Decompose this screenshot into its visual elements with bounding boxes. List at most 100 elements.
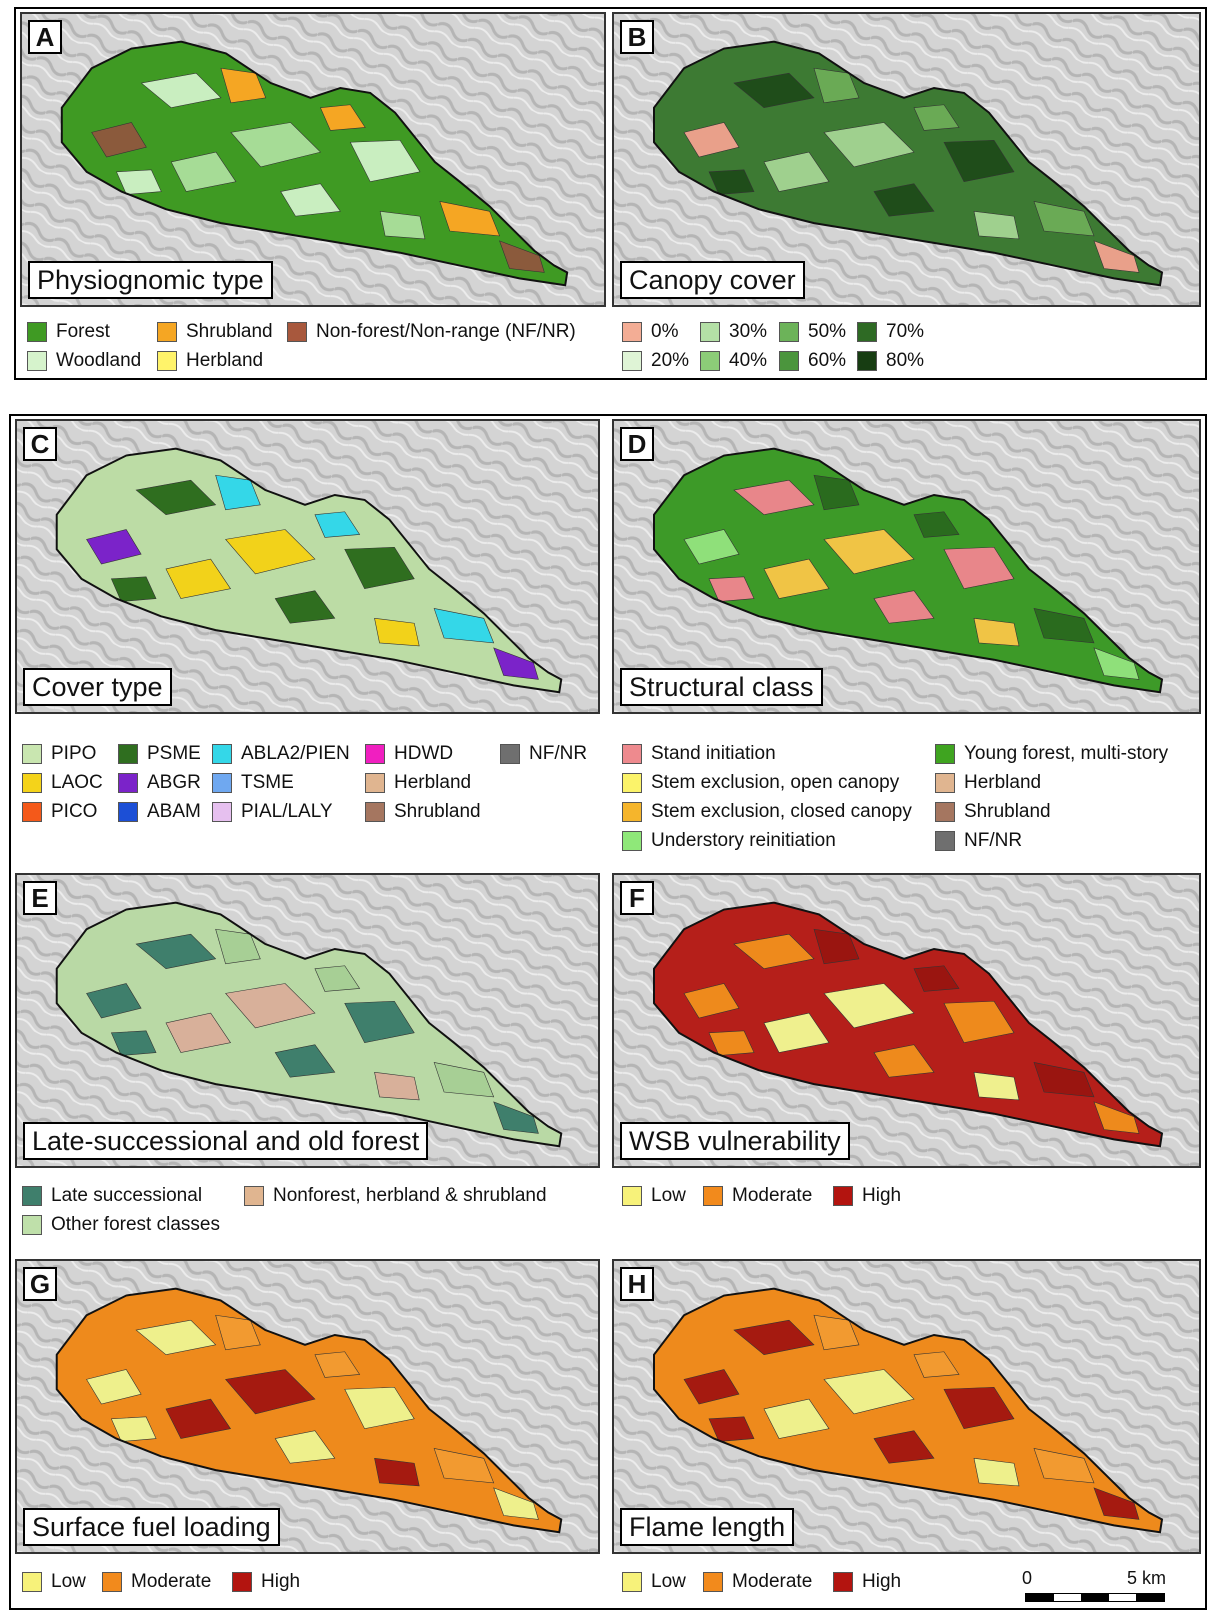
legend-item: ABAM <box>118 802 201 822</box>
legend-item: PSME <box>118 744 201 764</box>
map-panel: C Cover type <box>15 419 600 714</box>
legend-item: Understory reinitiation <box>622 831 836 851</box>
legend-canopy-cover: 0% 20% 30% 40% 50% 60% 70% 80% <box>622 322 952 377</box>
map-polygon <box>110 576 157 602</box>
legend-item: Young forest, multi-story <box>935 744 1168 764</box>
legend-swatch <box>22 1215 42 1235</box>
map-polygon <box>1093 1487 1140 1520</box>
legend-swatch <box>622 773 642 793</box>
map-polygon <box>170 151 237 192</box>
panel-title: Flame length <box>620 1508 795 1546</box>
legend-swatch <box>244 1186 264 1206</box>
map-polygon <box>813 474 860 511</box>
watershed-boundary <box>55 447 563 694</box>
map-polygon <box>1033 1448 1095 1484</box>
watershed-boundary <box>60 40 569 287</box>
map-polygon <box>733 479 815 516</box>
map-polygon <box>873 590 935 624</box>
panel-letter: D <box>620 427 654 461</box>
map-polygon <box>493 647 539 680</box>
map-polygon <box>344 1386 415 1430</box>
legend-swatch <box>935 744 955 764</box>
map-polygon <box>913 104 960 131</box>
legend-swatch <box>935 773 955 793</box>
map-panel: G Surface fuel loading <box>15 1259 600 1554</box>
scale-start-label: 0 <box>1022 1568 1033 1588</box>
legend-swatch <box>700 322 720 342</box>
legend-item: 0% <box>622 322 678 342</box>
legend-label: Moderate <box>732 1185 813 1206</box>
map-polygon <box>943 546 1015 590</box>
legend-item: Stem exclusion, open canopy <box>622 773 899 793</box>
panel-title: Cover type <box>23 668 172 706</box>
legend-surface-fuel-loading: Low Moderate High <box>22 1572 342 1598</box>
legend-swatch <box>857 322 877 342</box>
map-polygon <box>86 983 142 1019</box>
legend-swatch <box>703 1186 723 1206</box>
map-polygon <box>493 1487 539 1520</box>
legend-label: Shrubland <box>394 801 481 822</box>
map-polygon <box>708 1416 755 1442</box>
legend-item: 60% <box>779 351 846 371</box>
legend-item: HDWD <box>365 744 453 764</box>
legend-item: Woodland <box>27 351 141 371</box>
panel-letter: E <box>23 881 57 915</box>
legend-swatch <box>102 1572 122 1592</box>
legend-swatch <box>779 351 799 371</box>
map-polygon <box>116 169 162 195</box>
watershed-boundary <box>653 40 1164 287</box>
legend-swatch <box>232 1572 252 1592</box>
legend-item: ABGR <box>118 773 201 793</box>
legend-flame-length: Low Moderate High <box>622 1572 942 1598</box>
map-polygon <box>733 72 815 109</box>
legend-swatch <box>703 1572 723 1592</box>
map-polygon <box>823 122 915 168</box>
map-polygon <box>314 511 361 538</box>
legend-label: Young forest, multi-story <box>964 743 1169 764</box>
legend-label: Low <box>51 1571 86 1592</box>
legend-label: High <box>862 1571 902 1592</box>
legend-label: ABLA2/PIEN <box>241 743 350 764</box>
legend-swatch <box>779 322 799 342</box>
legend-item: High <box>232 1572 300 1592</box>
legend-item: Shrubland <box>935 802 1051 822</box>
map-polygon <box>220 67 267 104</box>
map-polygon <box>91 122 147 158</box>
map-polygon <box>708 169 755 195</box>
legend-swatch <box>365 802 385 822</box>
map-polygon <box>973 1071 1020 1101</box>
panel-letter: F <box>620 881 654 915</box>
map-polygon <box>140 72 222 109</box>
map-graphic <box>614 14 1199 305</box>
map-polygon <box>274 1430 336 1464</box>
legend-swatch <box>22 773 42 793</box>
map-polygon <box>683 983 740 1019</box>
legend-item: 80% <box>857 351 924 371</box>
map-polygon <box>379 210 426 240</box>
panel-letter: B <box>620 20 654 54</box>
map-polygon <box>733 933 815 970</box>
map-polygon <box>873 183 935 217</box>
map-polygon <box>224 983 316 1029</box>
map-polygon <box>913 511 960 538</box>
map-polygon <box>135 479 217 516</box>
legend-swatch <box>365 773 385 793</box>
legend-label: ABGR <box>147 772 201 793</box>
legend-swatch <box>157 322 177 342</box>
map-polygon <box>135 1319 217 1356</box>
panel-letter: A <box>28 20 62 54</box>
map-graphic <box>22 14 604 305</box>
map-polygon <box>1093 647 1140 680</box>
legend-label: 70% <box>886 321 925 342</box>
legend-swatch <box>833 1186 853 1206</box>
panel-letter: G <box>23 1267 57 1301</box>
legend-label: Low <box>651 1571 686 1592</box>
map-polygon <box>813 928 860 965</box>
map-polygon <box>224 1369 316 1415</box>
panel-title: Canopy cover <box>620 261 805 299</box>
legend-late-successional: Late successional Other forest classes N… <box>22 1186 607 1241</box>
legend-item: 30% <box>700 322 767 342</box>
legend-swatch <box>27 322 47 342</box>
map-polygon <box>433 608 495 644</box>
map-graphic <box>614 875 1199 1166</box>
